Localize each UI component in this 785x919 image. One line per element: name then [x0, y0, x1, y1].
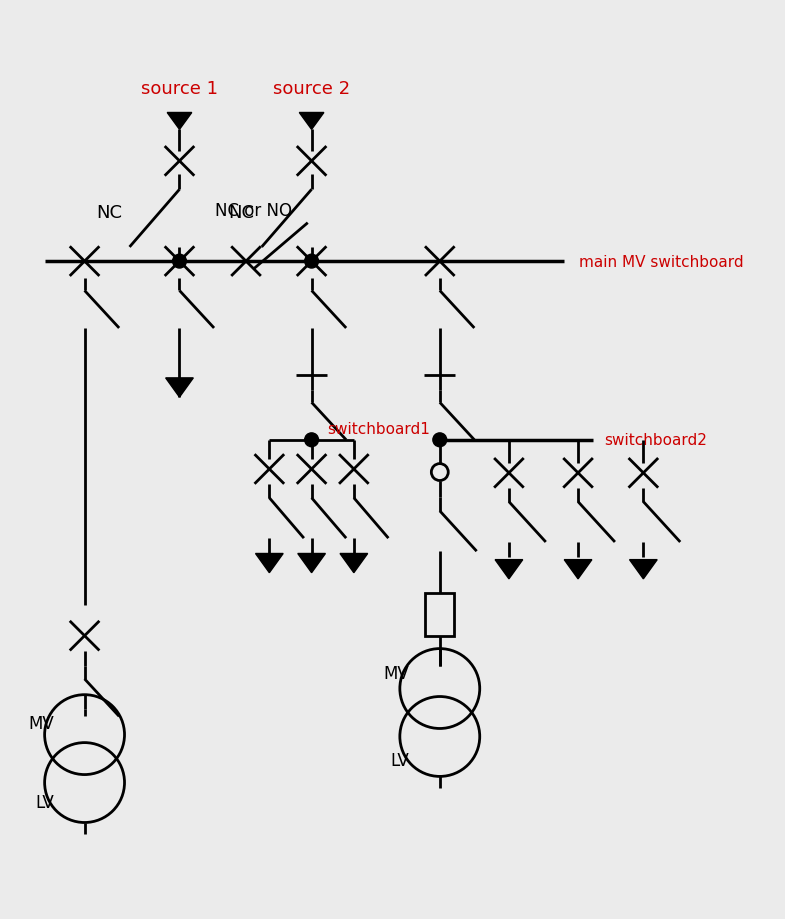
Text: MV: MV	[28, 714, 54, 732]
Text: source 2: source 2	[273, 80, 350, 98]
Text: NC: NC	[228, 204, 254, 222]
Circle shape	[173, 255, 186, 268]
Polygon shape	[256, 554, 283, 573]
Text: MV: MV	[383, 664, 409, 683]
Polygon shape	[495, 560, 523, 579]
Polygon shape	[298, 554, 326, 573]
Text: NC or NO: NC or NO	[215, 201, 292, 220]
Text: main MV switchboard: main MV switchboard	[579, 255, 744, 269]
Text: NC: NC	[96, 204, 122, 222]
Text: source 1: source 1	[141, 80, 218, 98]
Polygon shape	[167, 113, 192, 130]
Circle shape	[433, 434, 447, 448]
Text: switchboard2: switchboard2	[604, 433, 707, 448]
Polygon shape	[299, 113, 324, 130]
Text: switchboard1: switchboard1	[327, 422, 430, 437]
Polygon shape	[564, 560, 592, 579]
Circle shape	[305, 434, 319, 448]
Circle shape	[305, 255, 319, 268]
Polygon shape	[340, 554, 367, 573]
Polygon shape	[630, 560, 657, 579]
Text: LV: LV	[35, 793, 54, 811]
Text: LV: LV	[390, 751, 409, 768]
Polygon shape	[166, 379, 193, 398]
Bar	[425, 594, 455, 636]
